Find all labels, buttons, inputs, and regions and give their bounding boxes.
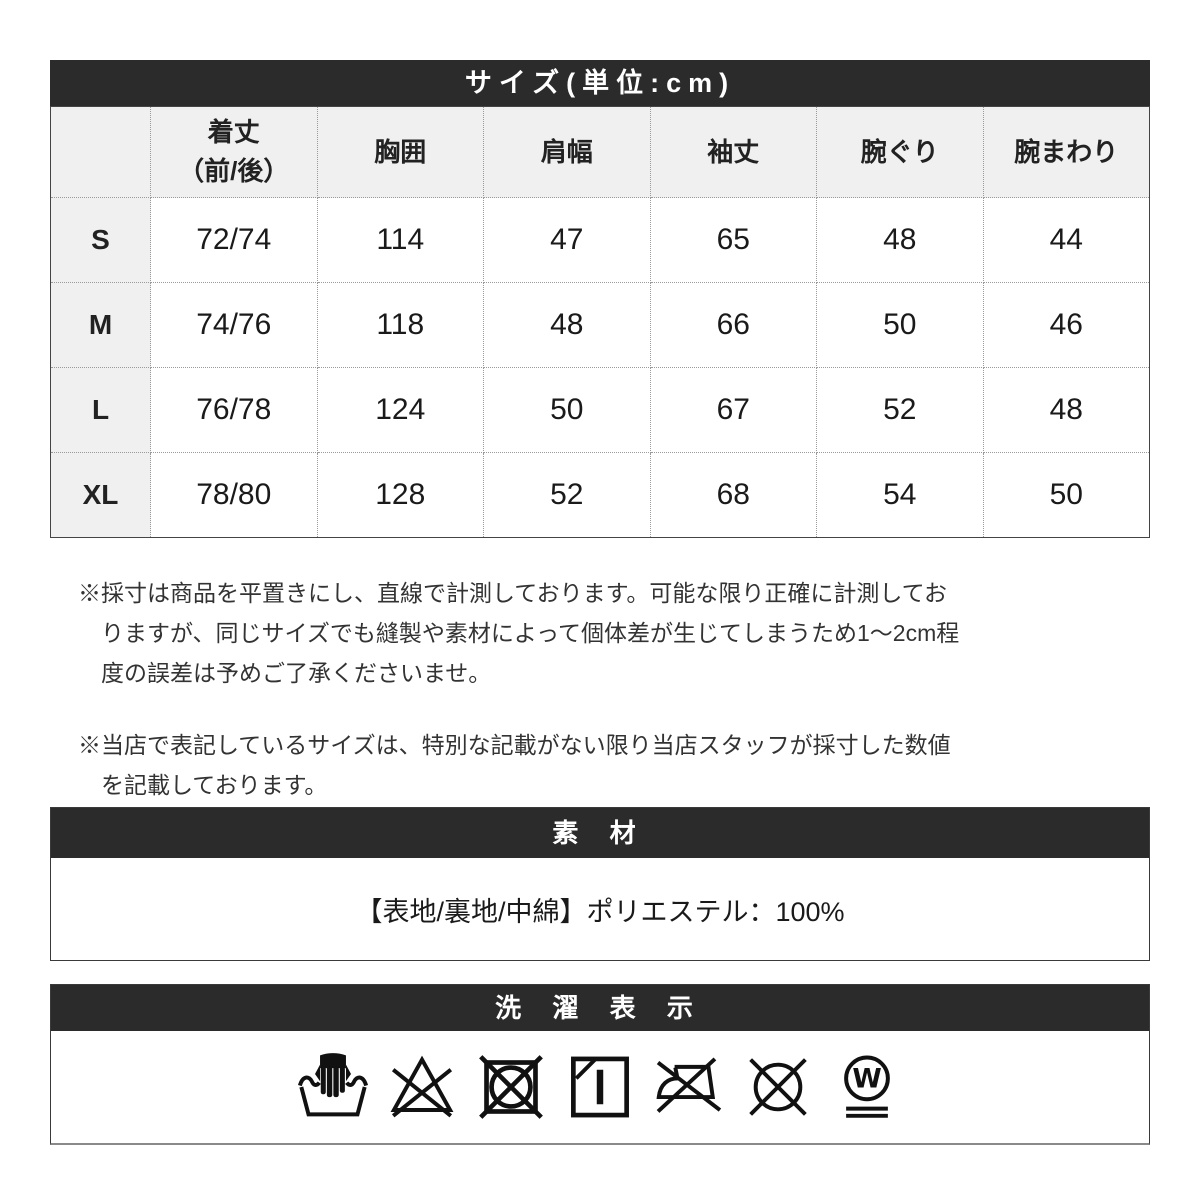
table-row: L 76/78 124 50 67 52 48: [50, 367, 1150, 453]
size-cell: 67: [649, 367, 817, 453]
size-cell: 48: [982, 367, 1150, 453]
size-cell: 54: [816, 452, 984, 538]
do-not-tumble-dry-icon: [475, 1051, 547, 1123]
size-cell: 50: [982, 452, 1150, 538]
laundry-title: 洗 濯 表 示: [51, 985, 1149, 1031]
do-not-iron-icon: [653, 1051, 725, 1123]
size-cell: 76/78: [150, 367, 318, 453]
size-cell: 52: [483, 452, 651, 538]
size-cell: 114: [316, 197, 484, 283]
size-row-label: L: [50, 367, 151, 453]
size-row-label: M: [50, 282, 151, 368]
size-cell: 44: [982, 197, 1150, 283]
size-table-header-row: 着丈 （前/後） 胸囲 肩幅 袖丈 腕ぐり 腕まわり: [50, 106, 1150, 198]
staff-measured-note: ※当店で表記しているサイズは、特別な記載がない限り当店スタッフが採寸した数値を記…: [78, 732, 951, 798]
shade-line-dry-icon: [564, 1051, 636, 1123]
table-row: XL 78/80 128 52 68 54 50: [50, 452, 1150, 538]
column-header: 腕まわり: [982, 106, 1150, 198]
laundry-section: 洗 濯 表 示: [50, 984, 1150, 1145]
table-row: M 74/76 118 48 66 50 46: [50, 282, 1150, 368]
do-not-bleach-icon: [386, 1051, 458, 1123]
svg-text:W: W: [852, 1064, 881, 1095]
size-cell: 124: [316, 367, 484, 453]
table-row: S 72/74 114 47 65 48 44: [50, 197, 1150, 283]
size-cell: 128: [316, 452, 484, 538]
size-cell: 48: [483, 282, 651, 368]
measurement-note: ※採寸は商品を平置きにし、直線で計測しております。可能な限り正確に計測しておりま…: [78, 580, 960, 686]
column-header: 腕ぐり: [816, 106, 984, 198]
material-title: 素 材: [51, 808, 1149, 858]
size-cell: 74/76: [150, 282, 318, 368]
size-cell: 65: [649, 197, 817, 283]
size-row-label: XL: [50, 452, 151, 538]
size-cell: 48: [816, 197, 984, 283]
wet-clean-icon: W: [831, 1051, 903, 1123]
size-cell: 72/74: [150, 197, 318, 283]
size-chart-title: サイズ(単位:cm): [50, 60, 1150, 106]
size-cell: 68: [649, 452, 817, 538]
corner-cell: [50, 106, 151, 198]
size-cell: 66: [649, 282, 817, 368]
column-header: 肩幅: [483, 106, 651, 198]
laundry-symbols-row: W: [51, 1031, 1149, 1143]
size-row-label: S: [50, 197, 151, 283]
material-content: 【表地/裏地/中綿】ポリエステル：100%: [51, 858, 1149, 960]
size-cell: 52: [816, 367, 984, 453]
column-header: 胸囲: [316, 106, 484, 198]
hand-wash-icon: [297, 1051, 369, 1123]
material-section: 素 材 【表地/裏地/中綿】ポリエステル：100%: [50, 807, 1150, 961]
size-cell: 47: [483, 197, 651, 283]
do-not-dry-clean-icon: [742, 1051, 814, 1123]
size-cell: 118: [316, 282, 484, 368]
size-cell: 78/80: [150, 452, 318, 538]
size-table: 着丈 （前/後） 胸囲 肩幅 袖丈 腕ぐり 腕まわり S 72/74 114 47 65 48 44 M…: [50, 106, 1150, 538]
size-table-body: S 72/74 114 47 65 48 44 M 74/76 118 48 66 50 46 L 76/78…: [50, 197, 1150, 538]
size-cell: 46: [982, 282, 1150, 368]
size-cell: 50: [816, 282, 984, 368]
size-chart-section: サイズ(単位:cm) 着丈 （前/後） 胸囲 肩幅 袖丈 腕ぐり 腕まわり S 72/74 1…: [50, 60, 1150, 538]
column-header: 着丈 （前/後）: [150, 106, 318, 198]
column-header: 袖丈: [649, 106, 817, 198]
size-cell: 50: [483, 367, 651, 453]
